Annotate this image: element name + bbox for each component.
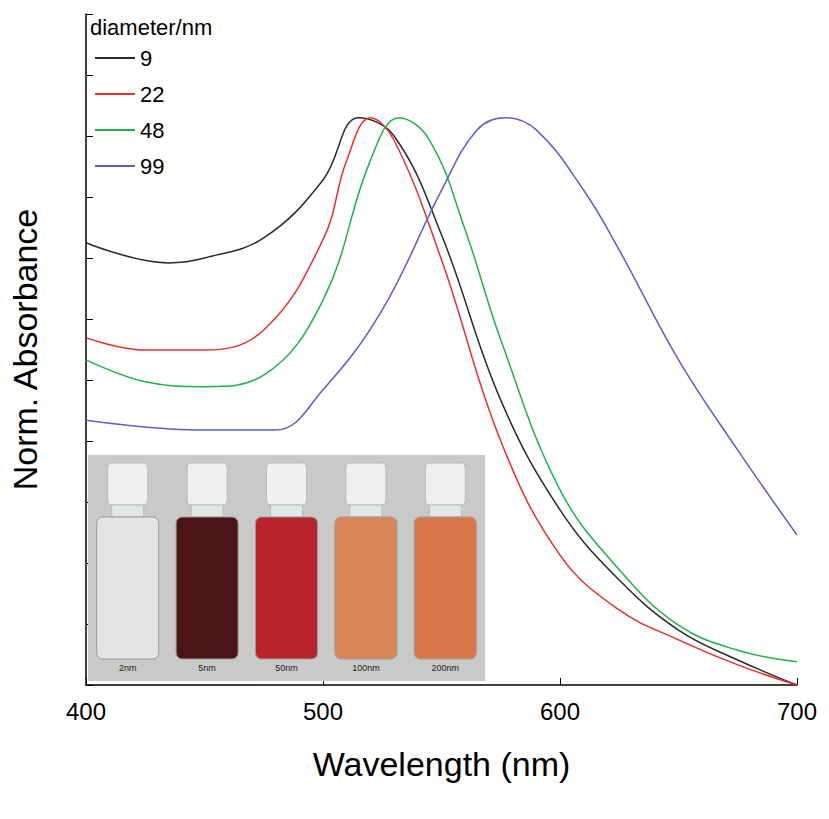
svg-text:100nm: 100nm <box>352 663 380 673</box>
svg-text:200nm: 200nm <box>432 663 460 673</box>
svg-text:9: 9 <box>140 46 152 71</box>
svg-text:Wavelength (nm): Wavelength (nm) <box>313 745 571 783</box>
svg-text:5nm: 5nm <box>198 663 216 673</box>
svg-text:Norm. Absorbance: Norm. Absorbance <box>6 209 44 491</box>
svg-text:22: 22 <box>140 82 164 107</box>
svg-text:500: 500 <box>303 698 343 725</box>
svg-text:600: 600 <box>540 698 580 725</box>
svg-text:diameter/nm: diameter/nm <box>90 15 212 40</box>
svg-text:400: 400 <box>66 698 106 725</box>
svg-text:99: 99 <box>140 154 164 179</box>
svg-text:48: 48 <box>140 118 164 143</box>
svg-text:2nm: 2nm <box>119 663 137 673</box>
svg-text:50nm: 50nm <box>275 663 298 673</box>
svg-text:700: 700 <box>777 698 817 725</box>
